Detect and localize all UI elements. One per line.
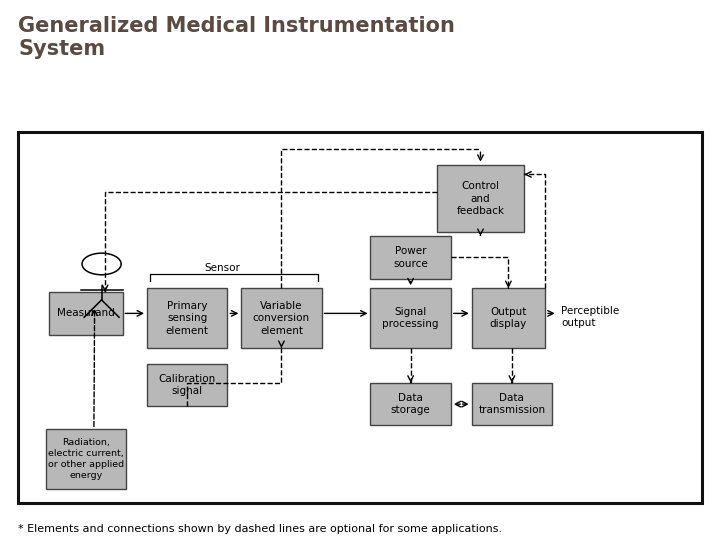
Bar	[147, 288, 228, 348]
Text: Control
and
feedback: Control and feedback	[456, 181, 505, 216]
Bar	[371, 236, 451, 279]
Bar	[46, 429, 126, 489]
Text: Variable
conversion
element: Variable conversion element	[253, 301, 310, 336]
Bar	[437, 165, 524, 232]
Text: Data
storage: Data storage	[391, 393, 431, 415]
Bar	[241, 288, 322, 348]
Bar	[472, 288, 545, 348]
Text: Primary
sensing
element: Primary sensing element	[166, 301, 209, 336]
Text: Calibration
signal: Calibration signal	[158, 374, 216, 396]
Text: Perceptible
output: Perceptible output	[561, 306, 619, 328]
Bar	[371, 288, 451, 348]
Text: Generalized Medical Instrumentation
System: Generalized Medical Instrumentation Syst…	[18, 16, 455, 59]
Bar	[49, 292, 122, 335]
Text: Signal
processing: Signal processing	[382, 307, 439, 329]
Bar	[371, 383, 451, 426]
Text: Measurand: Measurand	[57, 308, 114, 319]
Text: * Elements and connections shown by dashed lines are optional for some applicati: * Elements and connections shown by dash…	[18, 523, 502, 534]
Text: Data
transmission: Data transmission	[478, 393, 546, 415]
Text: Output
display: Output display	[490, 307, 527, 329]
Text: Power
source: Power source	[393, 246, 428, 268]
Text: Sensor: Sensor	[204, 263, 240, 273]
Text: Radiation,
electric current,
or other applied
energy: Radiation, electric current, or other ap…	[48, 438, 124, 480]
Bar	[147, 363, 228, 406]
Bar	[472, 383, 552, 426]
